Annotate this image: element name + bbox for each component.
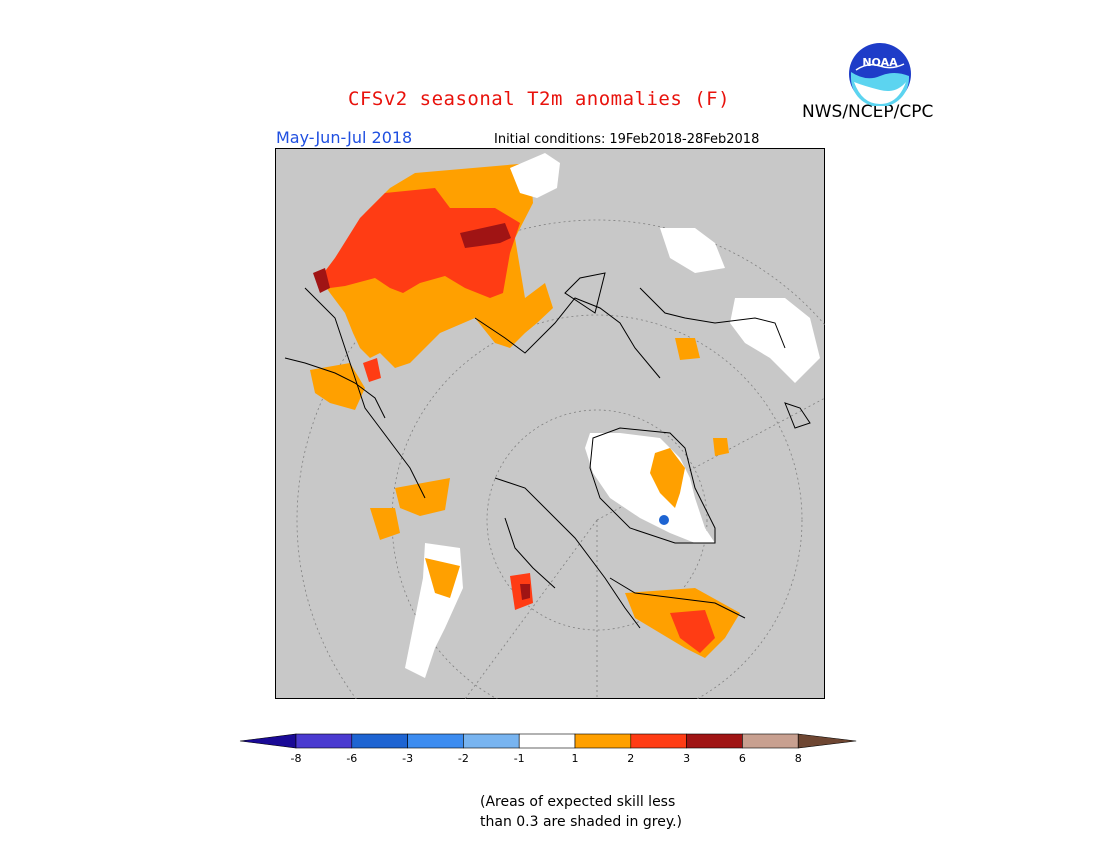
color-scale-tick: 2 bbox=[627, 752, 635, 765]
anomaly-north-america-south bbox=[510, 573, 740, 658]
initial-conditions-label: Initial conditions: bbox=[494, 132, 606, 147]
color-bin-9 bbox=[742, 733, 799, 749]
initial-conditions-value: 19Feb2018-28Feb2018 bbox=[609, 132, 760, 147]
color-bin-3 bbox=[407, 733, 464, 749]
color-bin-0 bbox=[239, 733, 297, 749]
map-title: CFSv2 seasonal T2m anomalies (F) bbox=[348, 88, 731, 110]
anomaly-eurasia bbox=[313, 153, 560, 368]
color-scale-tick: 1 bbox=[571, 752, 579, 765]
anomaly-greenland bbox=[585, 433, 715, 543]
color-scale-tick: 8 bbox=[794, 752, 802, 765]
color-bin-8 bbox=[686, 733, 743, 749]
forecast-period: May-Jun-Jul 2018 bbox=[276, 128, 413, 147]
color-bin-2 bbox=[351, 733, 408, 749]
color-bin-4 bbox=[463, 733, 520, 749]
color-scale-bar bbox=[239, 733, 857, 749]
graticule bbox=[296, 219, 825, 699]
color-scale-tick: -2 bbox=[457, 752, 469, 765]
color-bin-10 bbox=[797, 733, 857, 749]
color-scale-bins bbox=[239, 733, 857, 749]
skill-note-line2: than 0.3 are shaded in grey.) bbox=[480, 814, 683, 830]
agency-label: NWS/NCEP/CPC bbox=[802, 102, 934, 122]
noaa-logo: NOAA bbox=[849, 43, 911, 106]
anomaly-north-america-north bbox=[660, 228, 820, 456]
color-scale-tick: 3 bbox=[683, 752, 691, 765]
color-bin-1 bbox=[295, 733, 353, 749]
initial-conditions: Initial conditions: 19Feb2018-28Feb2018 bbox=[494, 132, 763, 147]
color-scale-tick: -1 bbox=[513, 752, 525, 765]
color-scale-tick: -3 bbox=[402, 752, 414, 765]
color-scale-tick: -8 bbox=[290, 752, 302, 765]
noaa-logo-text: NOAA bbox=[862, 56, 898, 69]
color-scale-tick: -6 bbox=[346, 752, 358, 765]
skill-note: (Areas of expected skill less than 0.3 a… bbox=[480, 792, 682, 832]
coastlines bbox=[284, 272, 811, 629]
color-bin-7 bbox=[630, 733, 687, 749]
skill-note-line1: (Areas of expected skill less bbox=[480, 794, 676, 810]
color-bin-6 bbox=[574, 733, 632, 749]
color-scale-tick: 6 bbox=[738, 752, 746, 765]
color-bin-5 bbox=[518, 733, 576, 749]
polar-anomaly-map bbox=[275, 148, 825, 699]
anomaly-asia-patches bbox=[310, 358, 463, 678]
